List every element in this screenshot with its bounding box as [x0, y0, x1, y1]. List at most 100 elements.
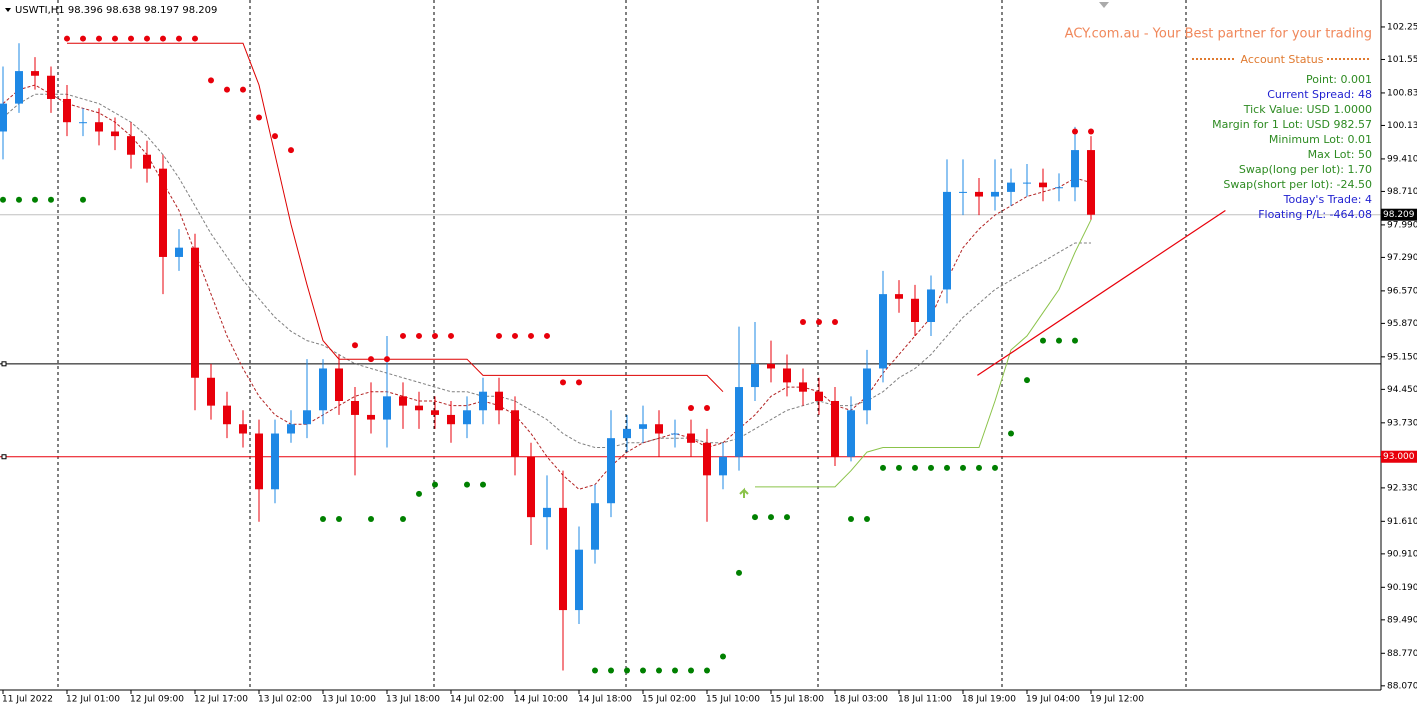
sar-dot: [848, 516, 854, 523]
sar-dot: [32, 196, 38, 203]
sar-dot: [688, 667, 694, 674]
sar-dot: [576, 379, 582, 386]
y-tick-label: 89.490: [1387, 615, 1417, 625]
info-row: Current Spread: 48: [1267, 88, 1372, 101]
candle-body: [943, 191, 951, 290]
y-tick-label: 99.410: [1387, 154, 1417, 164]
trend-line: [977, 209, 1226, 376]
sar-dot: [608, 667, 614, 674]
sar-dot: [528, 332, 534, 339]
sar-dot: [48, 196, 54, 203]
sar-dot: [768, 514, 774, 521]
sar-dot: [192, 35, 198, 42]
candle-body: [959, 191, 967, 193]
candle-body: [623, 428, 631, 439]
sar-dot: [80, 196, 86, 203]
indicator-line: [755, 219, 1092, 488]
sar-dot: [64, 35, 70, 42]
info-row: Floating P/L: -464.08: [1258, 208, 1372, 221]
sar-dot: [368, 356, 374, 363]
sar-dot: [416, 490, 422, 497]
candle-body: [31, 71, 39, 76]
y-tick-label: 101.550: [1387, 55, 1417, 65]
candle-body: [767, 363, 775, 369]
sar-dot: [288, 147, 294, 154]
candle-body: [1055, 187, 1063, 189]
sar-dot: [352, 342, 358, 349]
sar-dot: [656, 667, 662, 674]
candle-body: [479, 391, 487, 411]
indicator-line: [2, 93, 1091, 448]
y-tick-label: 88.070: [1387, 681, 1417, 691]
x-tick-label: 11 Jul 2022: [2, 695, 53, 705]
symbol-menu-icon: [5, 8, 11, 12]
x-tick-label: 19 Jul 04:00: [1026, 695, 1080, 705]
candle-body: [335, 368, 343, 401]
x-tick-label: 15 Jul 18:00: [770, 695, 824, 705]
sar-dot: [400, 516, 406, 523]
candle-body: [239, 424, 247, 434]
candle-body: [927, 289, 935, 322]
candle-body: [127, 136, 135, 155]
y-tick-label: 98.710: [1387, 187, 1417, 197]
candle-body: [143, 154, 151, 169]
price-label-box: [1381, 208, 1417, 221]
x-tick-label: 18 Jul 03:00: [834, 695, 888, 705]
sar-dot: [544, 332, 550, 339]
y-tick-label: 102.250: [1387, 22, 1417, 32]
candle-body: [655, 424, 663, 434]
sar-dot: [432, 332, 438, 339]
candle-body: [15, 71, 23, 104]
candle-body: [79, 122, 87, 124]
candle-body: [911, 298, 919, 322]
candle-body: [159, 168, 167, 257]
sar-dot: [128, 35, 134, 42]
sar-dot: [400, 332, 406, 339]
info-row: Tick Value: USD 1.0000: [1243, 103, 1372, 116]
chart-title: USWTI,H1 98.396 98.638 98.197 98.209: [15, 5, 217, 16]
sar-dot: [1024, 377, 1030, 384]
sar-dot: [176, 35, 182, 42]
candle-body: [175, 247, 183, 257]
sar-dot: [416, 332, 422, 339]
sar-dot: [928, 464, 934, 471]
candle-body: [815, 391, 823, 401]
sar-dot: [736, 569, 742, 576]
x-tick-label: 15 Jul 02:00: [642, 695, 696, 705]
sar-dot: [752, 514, 758, 521]
candle-body: [1087, 150, 1095, 215]
info-row: Point: 0.001: [1306, 73, 1372, 86]
x-tick-label: 14 Jul 02:00: [450, 695, 504, 705]
y-tick-label: 95.870: [1387, 319, 1417, 329]
candle-body: [575, 549, 583, 611]
candle-body: [511, 410, 519, 457]
sar-dot: [1040, 337, 1046, 344]
price-label: 93.000: [1383, 452, 1415, 462]
candle-body: [1023, 182, 1031, 184]
indicator-line: [2, 84, 1092, 490]
y-tick-label: 97.990: [1387, 220, 1417, 230]
y-tick-label: 100.130: [1387, 121, 1417, 131]
candle-body: [271, 433, 279, 490]
sar-dot: [912, 464, 918, 471]
candle-body: [751, 363, 759, 388]
sar-dot: [560, 379, 566, 386]
sar-dot: [368, 516, 374, 523]
y-tick-label: 96.570: [1387, 286, 1417, 296]
candle-body: [799, 382, 807, 392]
sar-dot: [240, 86, 246, 93]
y-tick-label: 93.730: [1387, 418, 1417, 428]
x-tick-label: 18 Jul 11:00: [898, 695, 952, 705]
sar-dot: [256, 114, 262, 121]
sar-dot: [1072, 337, 1078, 344]
x-tick-label: 13 Jul 10:00: [322, 695, 376, 705]
candle-body: [847, 410, 855, 457]
candle-body: [703, 442, 711, 476]
sar-dot: [704, 667, 710, 674]
candle-body: [0, 103, 7, 132]
candle-body: [543, 507, 551, 518]
sar-dot: [1008, 430, 1014, 437]
y-tick-label: 100.830: [1387, 88, 1417, 98]
